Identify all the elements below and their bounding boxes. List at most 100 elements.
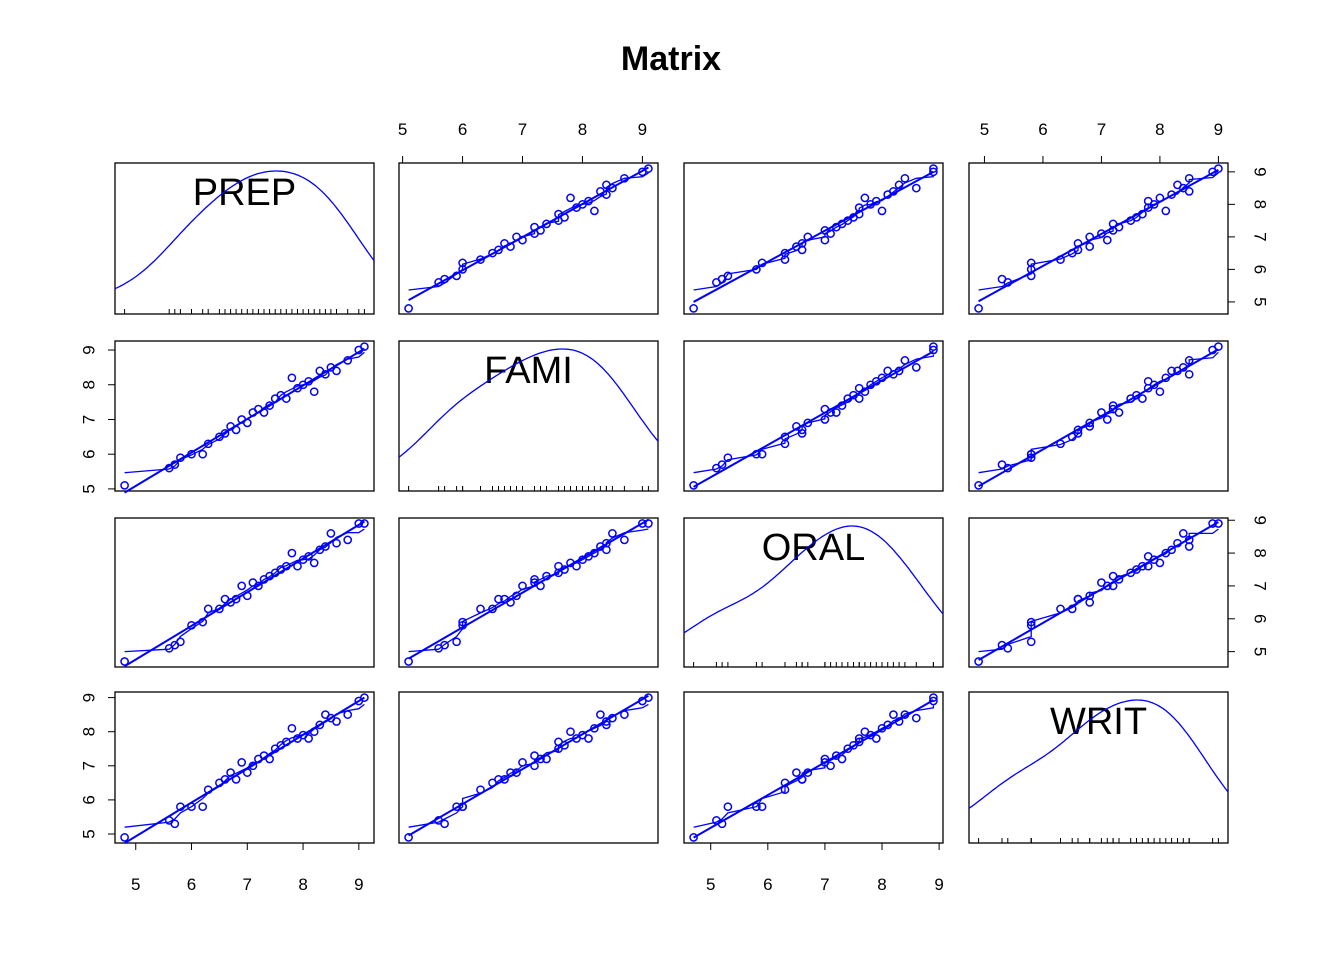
data-point [530, 575, 539, 584]
data-point [512, 768, 521, 777]
panel-frame [114, 517, 375, 668]
data-point [530, 751, 539, 760]
data-point [757, 449, 767, 459]
tick-label: 7 [518, 120, 527, 139]
data-point [265, 754, 274, 764]
data-point [620, 173, 629, 183]
panel-writ-fami [398, 691, 659, 844]
variable-label: FAMI [484, 350, 573, 392]
data-point [1155, 193, 1165, 203]
data-point [440, 640, 449, 650]
data-point [860, 387, 870, 397]
data-point [1143, 552, 1153, 561]
density-curve [398, 348, 659, 458]
regression-line [693, 170, 934, 303]
data-point [871, 734, 881, 743]
data-point [1067, 604, 1077, 614]
data-point [1073, 239, 1083, 248]
tick-label: 8 [1251, 200, 1270, 209]
smooth-line [408, 172, 649, 291]
panel-oral-prep [114, 517, 375, 668]
data-point [203, 604, 213, 614]
data-point [187, 449, 196, 459]
tick-label: 6 [187, 875, 196, 894]
data-point [752, 449, 761, 459]
data-point [440, 819, 449, 829]
panel-frame [398, 691, 659, 844]
data-point [602, 180, 611, 190]
tick-label: 5 [80, 484, 99, 493]
data-point [1184, 173, 1194, 183]
panel-writ-writ: WRIT [968, 691, 1229, 844]
data-point [1184, 535, 1194, 545]
data-point [590, 206, 599, 216]
data-point [494, 245, 503, 255]
chart-title: Matrix [621, 40, 721, 78]
data-point [1026, 453, 1036, 463]
data-point [974, 657, 983, 666]
data-point [900, 710, 910, 719]
data-point [837, 401, 847, 410]
data-point [1167, 366, 1176, 376]
data-point [1184, 356, 1194, 365]
data-point [1056, 604, 1065, 614]
data-point [717, 460, 727, 469]
panel-oral-writ [968, 517, 1229, 668]
data-point [440, 274, 449, 284]
data-point [1097, 229, 1106, 238]
data-point [231, 425, 241, 435]
tick-label: 8 [1251, 548, 1270, 557]
tick-label: 6 [80, 449, 99, 458]
tick-label: 6 [1251, 614, 1270, 623]
tick-label: 5 [980, 120, 989, 139]
tick-label: 7 [80, 415, 99, 424]
data-point [254, 581, 263, 591]
tick-label: 5 [706, 875, 715, 894]
y-axis-left-fami: 5 6 7 8 9 [80, 345, 116, 494]
tick-label: 9 [80, 345, 99, 354]
data-point [452, 802, 461, 812]
smooth-line [693, 705, 935, 828]
panel-fami-writ [968, 340, 1229, 492]
data-point [1102, 415, 1112, 424]
data-point [458, 620, 467, 630]
data-point [889, 187, 898, 196]
tick-label: 8 [1155, 120, 1164, 139]
data-point [894, 180, 904, 190]
tick-label: 7 [243, 875, 252, 894]
tick-label: 5 [1251, 297, 1270, 306]
regression-line [693, 699, 934, 839]
panel-frame [968, 340, 1229, 492]
data-point [689, 481, 698, 490]
data-point [281, 737, 291, 747]
data-point [259, 408, 269, 417]
tick-label: 5 [131, 875, 140, 894]
data-point [343, 710, 353, 719]
data-point [1178, 529, 1188, 538]
data-point [1085, 242, 1095, 251]
data-point [854, 394, 864, 403]
data-point [231, 775, 241, 784]
data-point [281, 394, 291, 403]
data-point [820, 415, 830, 424]
data-point [506, 768, 515, 777]
data-point [500, 594, 509, 604]
panel-frame [398, 162, 659, 315]
data-point [584, 734, 593, 743]
data-point [452, 271, 461, 281]
data-point [1167, 545, 1176, 555]
panel-prep-fami [398, 162, 659, 315]
data-point [1138, 394, 1147, 403]
data-point [1085, 591, 1095, 601]
data-point [242, 768, 252, 777]
data-point [723, 453, 733, 463]
data-point [780, 778, 790, 788]
density-curve [114, 170, 375, 290]
data-point [326, 529, 336, 538]
data-point [911, 183, 921, 193]
data-point [1108, 581, 1118, 591]
data-point [1102, 235, 1112, 245]
data-point [1085, 418, 1095, 428]
data-point [757, 802, 767, 812]
panel-writ-oral [683, 691, 944, 844]
